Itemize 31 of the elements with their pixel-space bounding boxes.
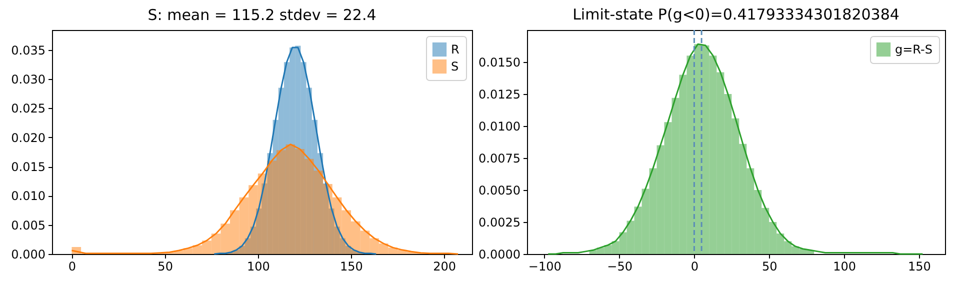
x-tick-label: 50 — [158, 260, 173, 274]
y-tick-label: 0.0050 — [478, 184, 520, 198]
y-tick-label: 0.010 — [11, 189, 46, 204]
legend-label: g=R-S — [895, 42, 932, 56]
y-tick-label: 0.025 — [11, 102, 46, 116]
y-tick-label: 0.000 — [11, 248, 46, 262]
y-tick-label: 0.0025 — [478, 216, 520, 230]
x-tick-label: 100 — [246, 260, 270, 274]
x-tick-label: −50 — [607, 260, 632, 274]
y-tick-label: 0.0000 — [478, 248, 520, 262]
x-tick-label: 150 — [908, 260, 931, 274]
y-tick-label: 0.0150 — [478, 56, 520, 70]
legend-label: R — [451, 42, 460, 56]
x-tick-label: −100 — [528, 260, 562, 274]
y-tick-label: 0.0125 — [478, 88, 520, 102]
x-tick-label: 100 — [833, 260, 856, 274]
x-tick-label: 50 — [762, 260, 778, 274]
x-tick-label: 0 — [690, 260, 699, 274]
y-tick-label: 0.0075 — [478, 152, 520, 166]
x-tick-label: 0 — [68, 260, 76, 274]
x-tick-label: 200 — [433, 260, 456, 274]
y-tick-label: 0.0100 — [478, 120, 520, 134]
chart-title: Limit-state P(g<0)=0.41793334301820384 — [572, 5, 900, 24]
y-tick-label: 0.030 — [11, 72, 46, 86]
chart-title: S: mean = 115.2 stdev = 22.4 — [148, 6, 376, 24]
y-tick-label: 0.020 — [11, 130, 46, 145]
x-tick-label: 150 — [340, 260, 363, 274]
y-tick-label: 0.015 — [11, 160, 46, 174]
y-tick-label: 0.005 — [11, 218, 46, 232]
y-tick-label: 0.035 — [11, 43, 46, 58]
legend-label: S — [451, 60, 459, 74]
